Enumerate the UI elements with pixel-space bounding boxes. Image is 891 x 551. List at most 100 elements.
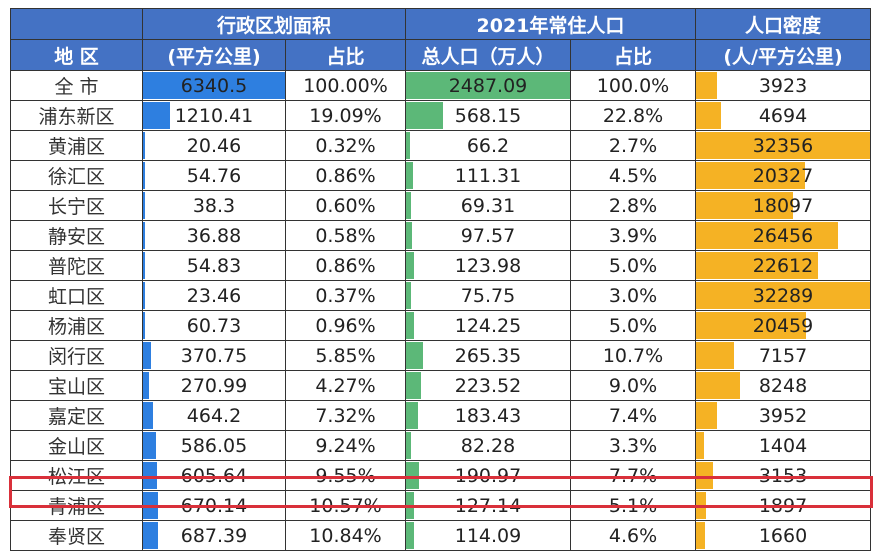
cell-population-pct-value: 7.7% — [608, 464, 658, 487]
cell-population: 75.75 — [405, 280, 571, 311]
cell-area-pct: 0.58% — [285, 220, 406, 251]
cell-population-value: 114.09 — [454, 524, 522, 547]
data-bar — [696, 282, 870, 309]
cell-density-value: 22612 — [752, 254, 814, 277]
cell-area-pct: 0.96% — [285, 310, 406, 341]
cell-population: 127.14 — [405, 490, 571, 521]
cell-population-pct: 4.5% — [570, 160, 696, 191]
cell-population-pct-value: 5.0% — [608, 254, 658, 277]
cell-region-value: 虹口区 — [47, 286, 105, 308]
data-bar — [696, 192, 794, 219]
header-population-pct: 占比 — [570, 39, 696, 71]
data-bar — [696, 342, 735, 369]
cell-population-pct: 2.7% — [570, 130, 696, 161]
table-row: 松江区 605.64 9.55% 190.97 7.7% 3153 — [10, 460, 871, 491]
cell-density: 32356 — [695, 130, 871, 161]
cell-region-value: 嘉定区 — [47, 406, 105, 428]
cell-area-pct: 7.32% — [285, 400, 406, 431]
cell-density: 7157 — [695, 340, 871, 371]
header-blank — [10, 8, 143, 40]
cell-area-pct: 9.55% — [285, 460, 406, 491]
data-bar — [406, 132, 411, 159]
cell-population-pct-value: 5.1% — [608, 494, 658, 517]
cell-density-value: 1660 — [758, 524, 808, 547]
cell-region-value: 奉贤区 — [47, 526, 105, 548]
header-group-row: 行政区划面积 2021年常住人口 人口密度 — [10, 8, 871, 40]
cell-area: 270.99 — [142, 370, 286, 401]
cell-area-value: 670.14 — [180, 494, 248, 517]
data-bar — [143, 132, 145, 159]
data-bar — [406, 492, 415, 519]
cell-population-pct-value: 9.0% — [608, 374, 658, 397]
header-population-group: 2021年常住人口 — [405, 8, 696, 40]
cell-population: 123.98 — [405, 250, 571, 281]
cell-area: 54.76 — [142, 160, 286, 191]
cell-region-value: 浦东新区 — [38, 106, 115, 128]
cell-density: 1404 — [695, 430, 871, 461]
data-bar — [696, 72, 718, 99]
cell-population-pct: 3.3% — [570, 430, 696, 461]
cell-region: 嘉定区 — [10, 400, 143, 431]
cell-population-pct-value: 4.6% — [608, 524, 658, 547]
cell-region-value: 普陀区 — [47, 256, 105, 278]
cell-population: 124.25 — [405, 310, 571, 341]
cell-density-value: 1404 — [758, 434, 808, 457]
data-bar — [696, 312, 807, 339]
cell-population-pct-value: 4.5% — [608, 164, 658, 187]
cell-region-value: 徐汇区 — [47, 166, 105, 188]
cell-area-pct: 19.09% — [285, 100, 406, 131]
cell-population-pct: 10.7% — [570, 340, 696, 371]
cell-population: 223.52 — [405, 370, 571, 401]
data-bar — [696, 252, 818, 279]
data-bar — [696, 372, 741, 399]
cell-population-pct: 7.7% — [570, 460, 696, 491]
cell-population: 69.31 — [405, 190, 571, 221]
data-bar — [406, 522, 414, 549]
cell-density: 3923 — [695, 70, 871, 101]
cell-area-pct: 0.37% — [285, 280, 406, 311]
cell-population-pct: 5.0% — [570, 250, 696, 281]
cell-population-pct-value: 100.0% — [596, 74, 670, 97]
cell-area-value: 6340.5 — [180, 74, 248, 97]
table-row: 奉贤区 687.39 10.84% 114.09 4.6% 1660 — [10, 520, 871, 551]
cell-region-value: 全 市 — [54, 76, 99, 98]
cell-region-value: 黄浦区 — [47, 136, 105, 158]
cell-area-value: 1210.41 — [174, 104, 254, 127]
cell-area-value: 20.46 — [186, 134, 242, 157]
cell-population-value: 124.25 — [454, 314, 522, 337]
cell-area-pct: 100.00% — [285, 70, 406, 101]
cell-population-value: 2487.09 — [448, 74, 528, 97]
cell-density-value: 1897 — [758, 494, 808, 517]
table-row: 青浦区 670.14 10.57% 127.14 5.1% 1897 — [10, 490, 871, 521]
cell-area-pct-value: 10.57% — [309, 494, 382, 517]
table-row: 闵行区 370.75 5.85% 265.35 10.7% 7157 — [10, 340, 871, 371]
cell-population-pct: 22.8% — [570, 100, 696, 131]
cell-area-pct: 10.84% — [285, 520, 406, 551]
cell-population-pct-value: 10.7% — [602, 344, 664, 367]
cell-population-value: 568.15 — [454, 104, 522, 127]
data-bar — [696, 222, 839, 249]
cell-population-pct: 5.1% — [570, 490, 696, 521]
cell-area-pct-value: 4.27% — [315, 374, 376, 397]
data-bar — [143, 102, 171, 129]
cell-density: 20459 — [695, 310, 871, 341]
cell-region-value: 松江区 — [47, 466, 105, 488]
cell-area-pct: 0.32% — [285, 130, 406, 161]
cell-area: 687.39 — [142, 520, 286, 551]
data-bar — [696, 162, 806, 189]
table-row: 虹口区 23.46 0.37% 75.75 3.0% 32289 — [10, 280, 871, 311]
cell-population-value: 111.31 — [454, 164, 522, 187]
cell-density-value: 3952 — [758, 404, 808, 427]
cell-density: 3952 — [695, 400, 871, 431]
cell-density-value: 3153 — [758, 464, 808, 487]
cell-area-pct-value: 0.86% — [315, 254, 376, 277]
cell-area-pct-value: 0.58% — [315, 224, 376, 247]
cell-density: 32289 — [695, 280, 871, 311]
data-bar — [406, 252, 415, 279]
table-row: 普陀区 54.83 0.86% 123.98 5.0% 22612 — [10, 250, 871, 281]
cell-region: 浦东新区 — [10, 100, 143, 131]
cell-density: 26456 — [695, 220, 871, 251]
cell-area: 23.46 — [142, 280, 286, 311]
cell-area-pct-value: 0.86% — [315, 164, 376, 187]
cell-region: 全 市 — [10, 70, 143, 101]
